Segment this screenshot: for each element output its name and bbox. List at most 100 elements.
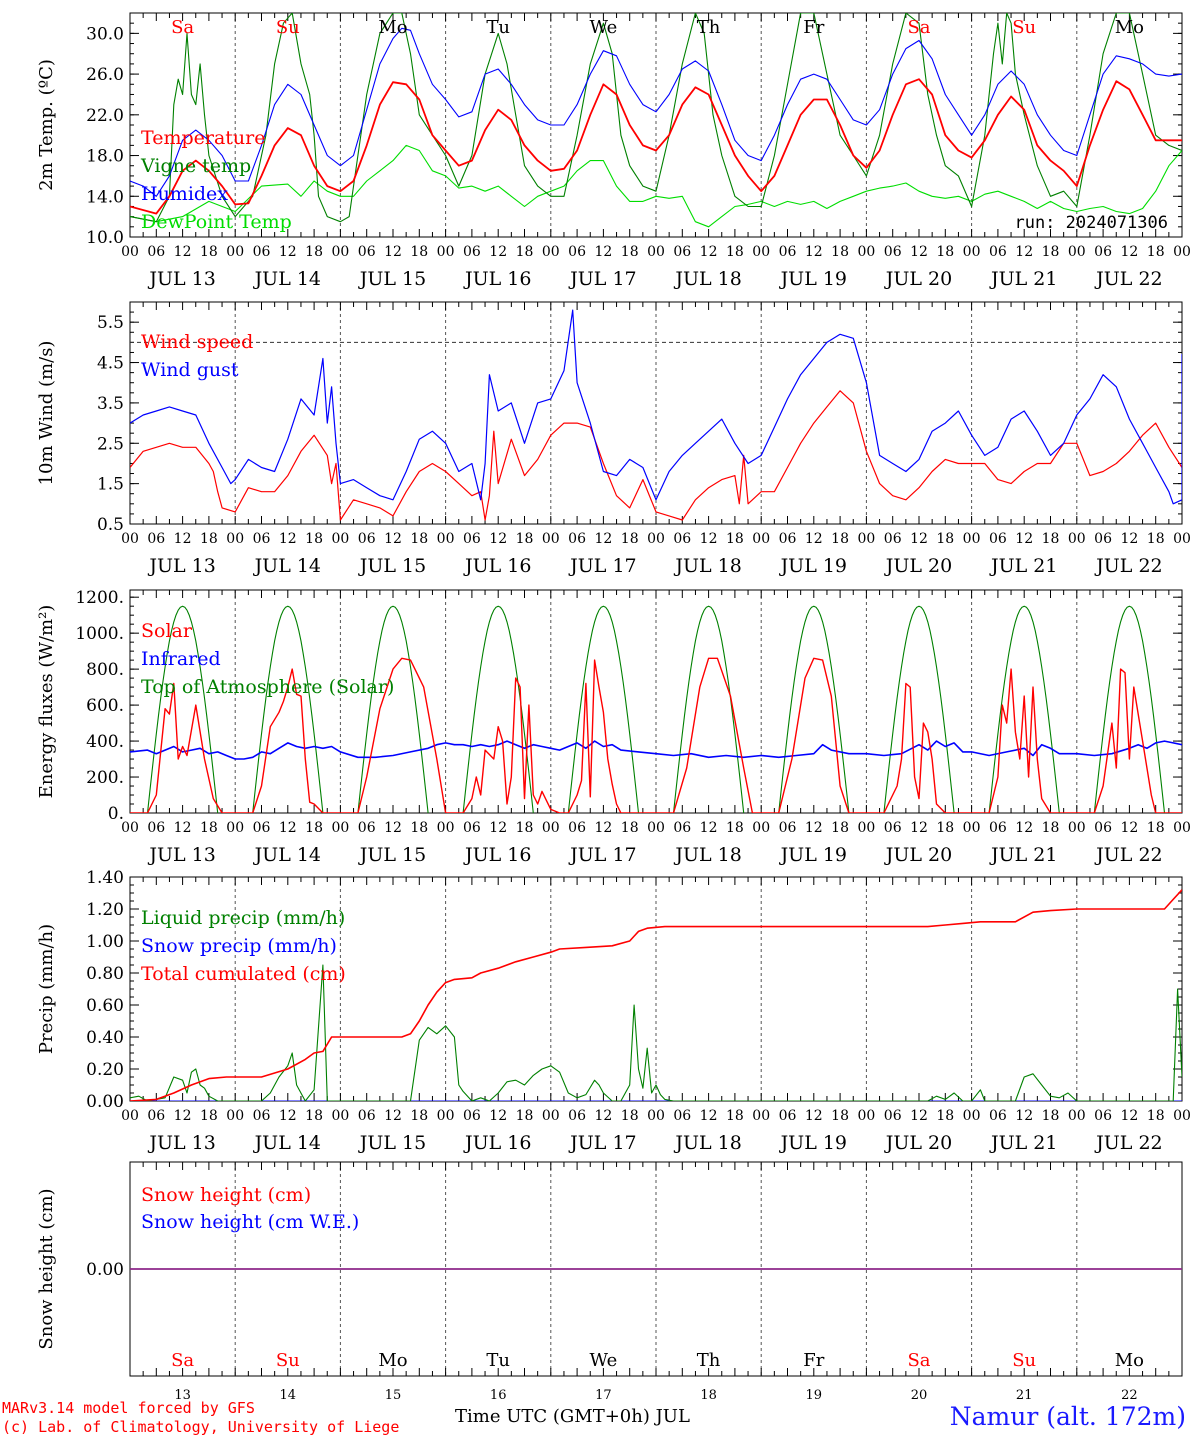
x-hour-label: 12 [594,531,612,547]
x-hour-label: 00 [647,531,665,547]
day-number-label: 15 [385,1388,402,1403]
weekday-label: Mo [378,1350,407,1371]
series-line-solar [130,657,1182,813]
x-hour-label: 00 [752,820,770,836]
x-date-label: JUL 13 [147,555,215,577]
weekday-label: Fr [803,17,824,38]
x-date-label: JUL 22 [1094,268,1162,290]
run-label: run: 2024071306 [1014,213,1168,233]
x-hour-label: 18 [305,820,323,836]
x-hour-label: 06 [673,244,691,260]
x-hour-label: 18 [726,820,744,836]
x-hour-label: 12 [384,1108,402,1124]
y-tick-label: 22.0 [86,106,124,126]
x-hour-label: 00 [121,820,139,836]
x-hour-label: 18 [726,244,744,260]
x-hour-label: 18 [1042,1108,1060,1124]
x-hour-label: 06 [989,1108,1007,1124]
x-hour-label: 00 [1173,531,1191,547]
x-hour-label: 06 [568,531,586,547]
x-hour-label: 12 [594,820,612,836]
toa-solar-curve [672,605,745,813]
x-hour-label: 12 [489,244,507,260]
weekday-label: Fr [803,1350,824,1371]
legend-entry-e2: Top of Atmosphere (Solar) [141,676,394,698]
panel-frame [129,12,1183,238]
weekday-label: Mo [1115,1350,1144,1371]
x-hour-label: 00 [752,244,770,260]
day-number-label: 16 [490,1388,507,1403]
y-tick-label: 18.0 [86,147,124,167]
legend-entry-w1: Wind gust [141,359,239,381]
x-hour-label: 18 [621,820,639,836]
x-hour-label: 18 [831,244,849,260]
x-hour-label: 06 [1094,820,1112,836]
panel-3: 0. 200. 400. 600. 800. 1000. 1200. Energy fluxe… [36,588,1183,824]
x-hour-label: 00 [331,244,349,260]
y-axis-title: 2m Temp. (ºC) [36,59,57,191]
series-line-wind-speed [130,390,1182,521]
x-hour-label: 18 [200,531,218,547]
x-axis-title: Time UTC (GMT+0h) JUL [455,1406,690,1427]
x-hour-label: 18 [831,531,849,547]
weekday-label: Th [697,1350,721,1371]
x-hour-label: 12 [700,531,718,547]
x-hour-label: 18 [1147,244,1165,260]
x-hour-label: 06 [884,244,902,260]
x-hour-label: 00 [226,820,244,836]
y-tick-label: 400. [86,732,124,752]
x-hour-label: 18 [1042,820,1060,836]
weekday-label: Mo [1115,17,1144,38]
x-hour-label: 12 [700,1108,718,1124]
x-hour-label: 06 [253,820,271,836]
legend-entry-p2: Total cumulated (cm) [141,963,346,985]
model-credits: MARv3.14 model forced by GFS (c) Lab. of… [2,1399,399,1437]
x-hour-label: 12 [1015,1108,1033,1124]
x-hour-label: 00 [963,1108,981,1124]
precip-series [130,889,1182,1101]
y-tick-label: 0. [108,804,124,824]
weekday-label: Su [1012,1350,1036,1371]
day-number-label: 18 [700,1388,717,1403]
x-hour-label: 18 [410,244,428,260]
credit-line-2: (c) Lab. of Climatology, University of L… [2,1418,400,1436]
x-hour-label: 06 [884,531,902,547]
x-hour-label: 18 [621,1108,639,1124]
x-hour-label: 12 [489,1108,507,1124]
legend-entry-p0: Liquid precip (mm/h) [141,907,345,929]
legend-entry-e0: Solar [141,620,193,642]
x-hour-label: 12 [384,531,402,547]
x-hour-label: 06 [253,1108,271,1124]
x-hour-label: 06 [884,820,902,836]
x-date-label: JUL 15 [358,555,426,577]
x-hour-label: 00 [857,820,875,836]
x-hour-label: 18 [936,820,954,836]
x-hour-label: 12 [489,820,507,836]
x-hour-label: 00 [437,531,455,547]
x-hour-label: 12 [805,820,823,836]
legend-entry-t1: Vigne temp [140,155,251,177]
panel-1: 10.0 14.0 18.0 22.0 26.0 30.0 2m Temp. (ºC) [36,12,1183,248]
x-hour-label: 00 [542,244,560,260]
credit-line-1: MARv3.14 model forced by GFS [2,1399,255,1417]
series-line-total-cumulated [130,889,1182,1101]
station-name: Namur (alt. 172m) [949,1402,1186,1431]
day-number-label: 19 [806,1388,823,1403]
y-tick-label: 0.40 [86,1028,124,1048]
wind-series [130,309,1182,521]
x-hour-label: 18 [936,244,954,260]
weekday-label: Sa [907,1350,930,1371]
toa-solar-curve [252,605,324,813]
y-tick-label: 1200. [75,588,124,608]
x-hour-label: 12 [805,244,823,260]
series-line-dewpoint-temp [130,144,1182,228]
x-hour-label: 00 [752,1108,770,1124]
x-hour-label: 06 [253,244,271,260]
x-hour-label: 00 [752,531,770,547]
x-hour-label: 18 [200,820,218,836]
series-line-temperature [130,78,1182,215]
x-hour-label: 00 [963,820,981,836]
panel-4: 0.00 0.20 0.40 0.60 0.80 1.00 1.20 1.40 Precip (… [36,868,1183,1112]
x-hour-label: 00 [542,531,560,547]
x-hour-label: 06 [1094,531,1112,547]
